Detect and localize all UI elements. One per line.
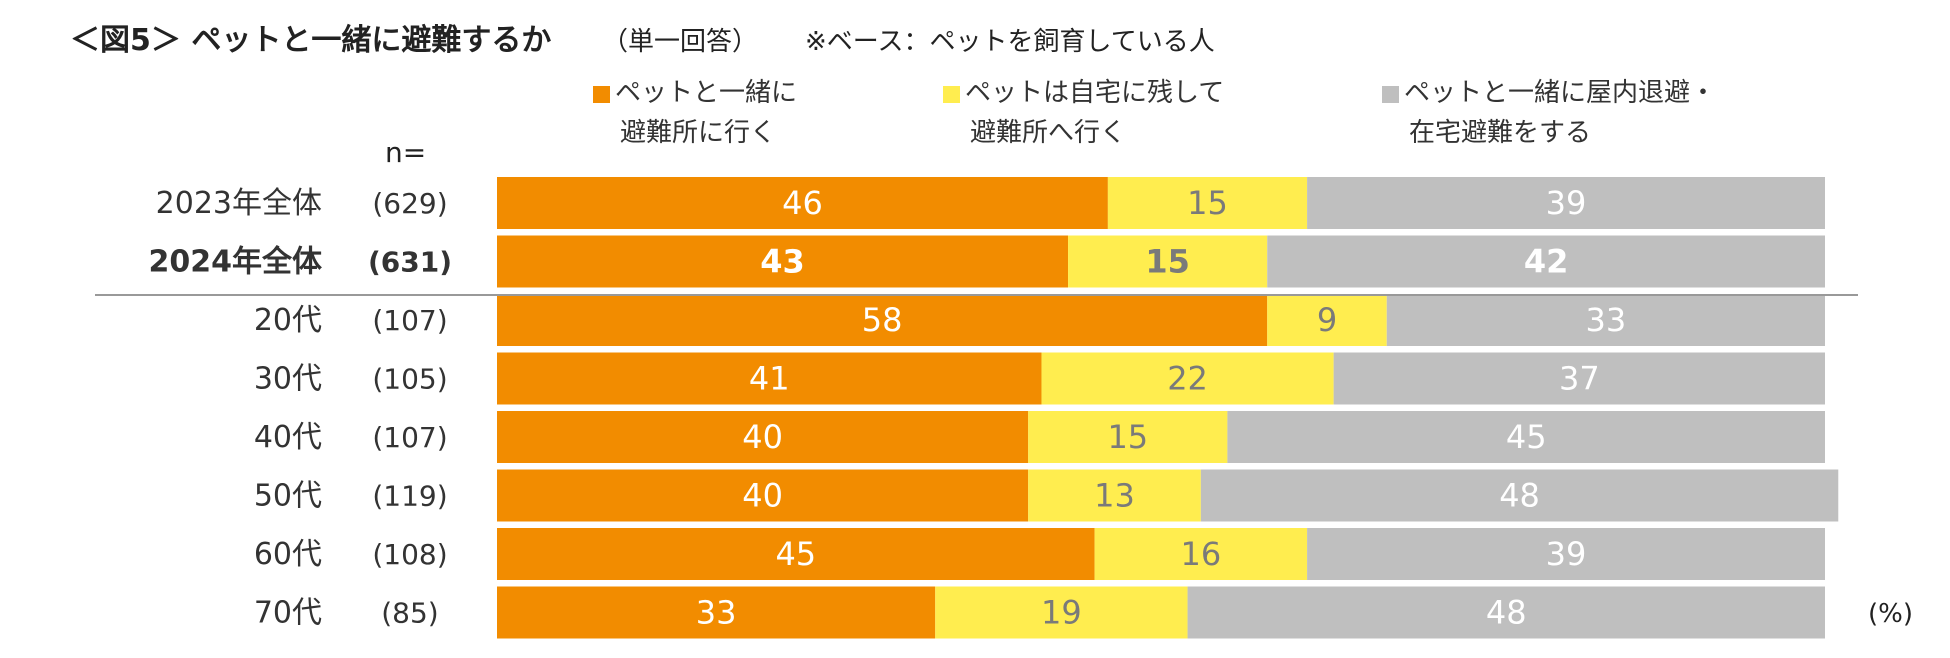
- category-label: 30代: [254, 362, 322, 397]
- n-value: (105): [372, 363, 447, 396]
- data-label: 40: [742, 477, 783, 515]
- legend-swatch-3: [1382, 86, 1399, 103]
- category-label: 70代: [254, 596, 322, 631]
- legend-label-3-line-1: ペットと一緒に屋内退避・: [1404, 78, 1716, 108]
- category-label: 40代: [254, 420, 322, 455]
- legend-label-1-line-1: ペットと一緒に: [615, 78, 797, 108]
- legend-label-2-line-2: 避難所へ行く: [970, 118, 1126, 148]
- bar-segment-series-1: [497, 528, 1095, 580]
- data-label: 39: [1546, 535, 1587, 573]
- category-label: 2024年全体: [149, 245, 323, 280]
- data-label: 15: [1107, 418, 1148, 456]
- bar-segment-series-3: [1307, 528, 1825, 580]
- n-value: (119): [372, 480, 447, 513]
- chart-title-group: ＜図5＞ ペットと一緒に避難するか （単一回答） ※ベース：ペットを飼育している…: [70, 23, 1215, 58]
- legend-label-1-line-2: 避難所に行く: [620, 118, 776, 148]
- chart-base-note: ※ベース：ペットを飼育している人: [805, 27, 1215, 57]
- data-label: 33: [696, 594, 737, 632]
- bar-segment-series-2: [1041, 352, 1334, 405]
- bar-segment-series-3: [1227, 411, 1825, 463]
- legend-label-3-line-2: 在宅避難をする: [1409, 118, 1591, 148]
- bar-segment-series-1: [497, 352, 1042, 405]
- bar-segment-series-1: [497, 235, 1069, 288]
- data-label: 40: [742, 418, 783, 456]
- n-value: (85): [381, 597, 438, 630]
- unit-label: (%): [1868, 599, 1913, 629]
- bar-segment-series-2: [1028, 411, 1228, 463]
- legend-swatch-1: [593, 86, 610, 103]
- category-label: 2023年全体: [156, 186, 322, 221]
- bar-segment-series-3: [1386, 294, 1825, 346]
- bar-segment-series-3: [1187, 586, 1825, 639]
- bar-segment-series-2: [1068, 235, 1268, 288]
- data-label: 37: [1559, 360, 1600, 398]
- bar-segment-series-1: [497, 177, 1108, 229]
- data-label: 13: [1094, 477, 1135, 515]
- n-value: (629): [372, 187, 447, 220]
- data-label: 19: [1041, 594, 1082, 632]
- bar-segment-series-2: [935, 586, 1188, 639]
- data-label: 16: [1180, 535, 1221, 573]
- category-labels: 2023年全体 (629) 2024年全体 (631) 20代 (107) 30代 (105)…: [149, 186, 453, 631]
- legend-label-2-line-1: ペットは自宅に残して: [965, 78, 1224, 108]
- data-label: 15: [1187, 184, 1228, 222]
- n-label: n=: [385, 136, 426, 169]
- bar-segment-series-2: [1107, 177, 1308, 229]
- bar-segment-series-1: [497, 294, 1268, 346]
- chart-title: ＜図5＞ ペットと一緒に避難するか: [70, 23, 551, 58]
- data-label: 9: [1317, 301, 1337, 339]
- category-label: 20代: [254, 303, 322, 338]
- n-value: (107): [372, 304, 447, 337]
- data-label: 15: [1145, 243, 1190, 281]
- bar-segment-series-3: [1267, 235, 1825, 288]
- bar-segment-series-2: [1267, 294, 1387, 346]
- data-label: 48: [1486, 594, 1527, 632]
- data-label: 58: [862, 301, 903, 339]
- bar-segment-series-1: [497, 411, 1029, 463]
- data-label: 45: [1506, 418, 1547, 456]
- bar-segment-series-3: [1307, 177, 1825, 229]
- data-label: 46: [782, 184, 823, 222]
- data-label: 42: [1524, 243, 1569, 281]
- bar-segment-series-3: [1333, 352, 1825, 405]
- data-label: 48: [1499, 477, 1540, 515]
- data-label: 33: [1586, 301, 1627, 339]
- data-label: 45: [775, 535, 816, 573]
- bar-segment-series-1: [497, 469, 1029, 522]
- bar-segment-series-2: [1028, 469, 1201, 522]
- bar-segment-series-3: [1200, 469, 1839, 522]
- chart-subtitle: （単一回答）: [602, 27, 758, 57]
- n-value: (108): [372, 538, 447, 571]
- n-value: (631): [368, 246, 452, 279]
- n-value: (107): [372, 421, 447, 454]
- data-label: 41: [749, 360, 790, 398]
- data-label: 39: [1546, 184, 1587, 222]
- legend-swatch-2: [943, 86, 960, 103]
- bar-segment-series-1: [497, 586, 936, 639]
- data-label: 22: [1167, 360, 1208, 398]
- category-label: 60代: [254, 537, 322, 572]
- bars: 46 15 39 43 15 42 58 9 33 41 22 37 40 15 45 40 13 48 45 16 3…: [497, 177, 1839, 639]
- data-label: 43: [760, 243, 805, 281]
- bar-segment-series-2: [1094, 528, 1308, 580]
- category-label: 50代: [254, 479, 322, 514]
